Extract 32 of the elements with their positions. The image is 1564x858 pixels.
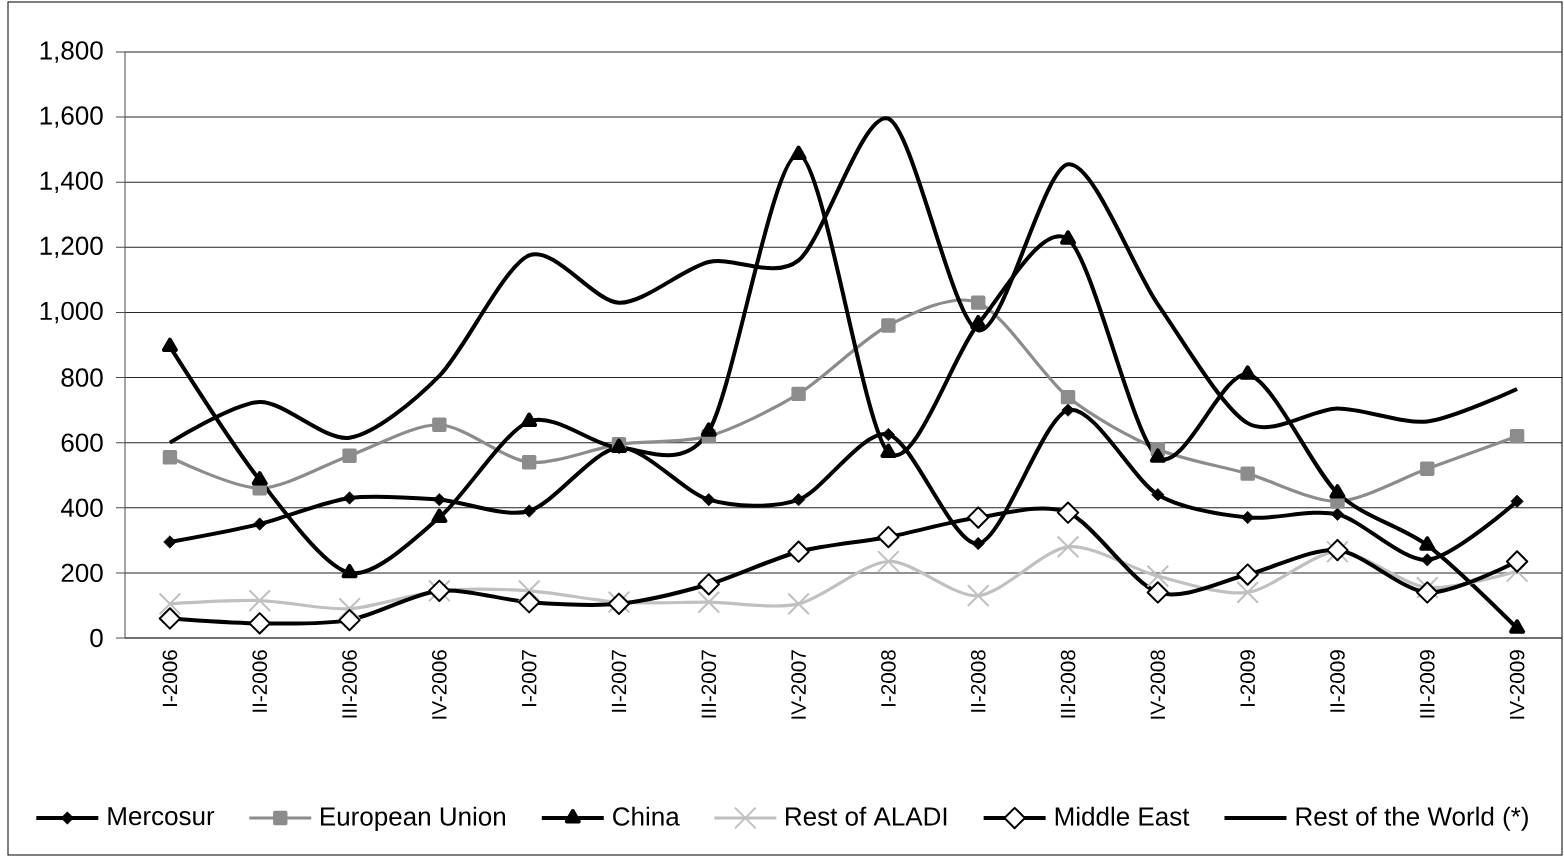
x-tick-label: II-2006 bbox=[252, 650, 268, 712]
x-tick-label: IV-2006 bbox=[432, 650, 447, 719]
legend-label: Mercosur bbox=[108, 807, 215, 826]
x-tick-label: I-2006 bbox=[162, 650, 178, 706]
legend-label: European Union bbox=[321, 806, 506, 831]
y-tick-label: 1,400 bbox=[40, 171, 103, 193]
y-tick-label: 1,800 bbox=[40, 41, 103, 63]
legend-label: Rest of ALADI bbox=[786, 806, 947, 826]
y-tick-label: 200 bbox=[61, 563, 103, 583]
x-tick-label: II-2009 bbox=[1330, 650, 1345, 712]
legend-label: Rest of the World (*) bbox=[1296, 806, 1528, 831]
x-tick-label: II-2007 bbox=[611, 650, 627, 712]
y-tick-label: 1,000 bbox=[40, 301, 103, 324]
y-tick-label: 0 bbox=[90, 628, 103, 648]
x-tick-label: IV-2009 bbox=[1509, 650, 1525, 719]
x-tick-label: I-2009 bbox=[1240, 650, 1255, 706]
y-tick-label: 1,600 bbox=[40, 106, 103, 128]
y-tick-label: 1,200 bbox=[40, 236, 103, 259]
y-tick-label: 600 bbox=[61, 433, 103, 452]
x-tick-label: III-2006 bbox=[342, 650, 357, 718]
x-tick-label: III-2009 bbox=[1419, 650, 1435, 718]
legend-label: China bbox=[613, 806, 680, 826]
x-tick-label: I-2007 bbox=[521, 650, 537, 706]
x-tick-label: IV-2008 bbox=[1150, 650, 1166, 719]
x-tick-label: III-2008 bbox=[1060, 650, 1076, 718]
x-tick-label: IV-2007 bbox=[791, 650, 806, 719]
y-tick-label: 400 bbox=[60, 498, 103, 517]
legend-label: Middle East bbox=[1055, 806, 1190, 826]
x-tick-label: I-2008 bbox=[881, 650, 896, 706]
x-tick-label: III-2007 bbox=[701, 650, 717, 718]
x-tick-label: II-2008 bbox=[970, 650, 986, 712]
y-tick-label: 800 bbox=[61, 368, 103, 387]
